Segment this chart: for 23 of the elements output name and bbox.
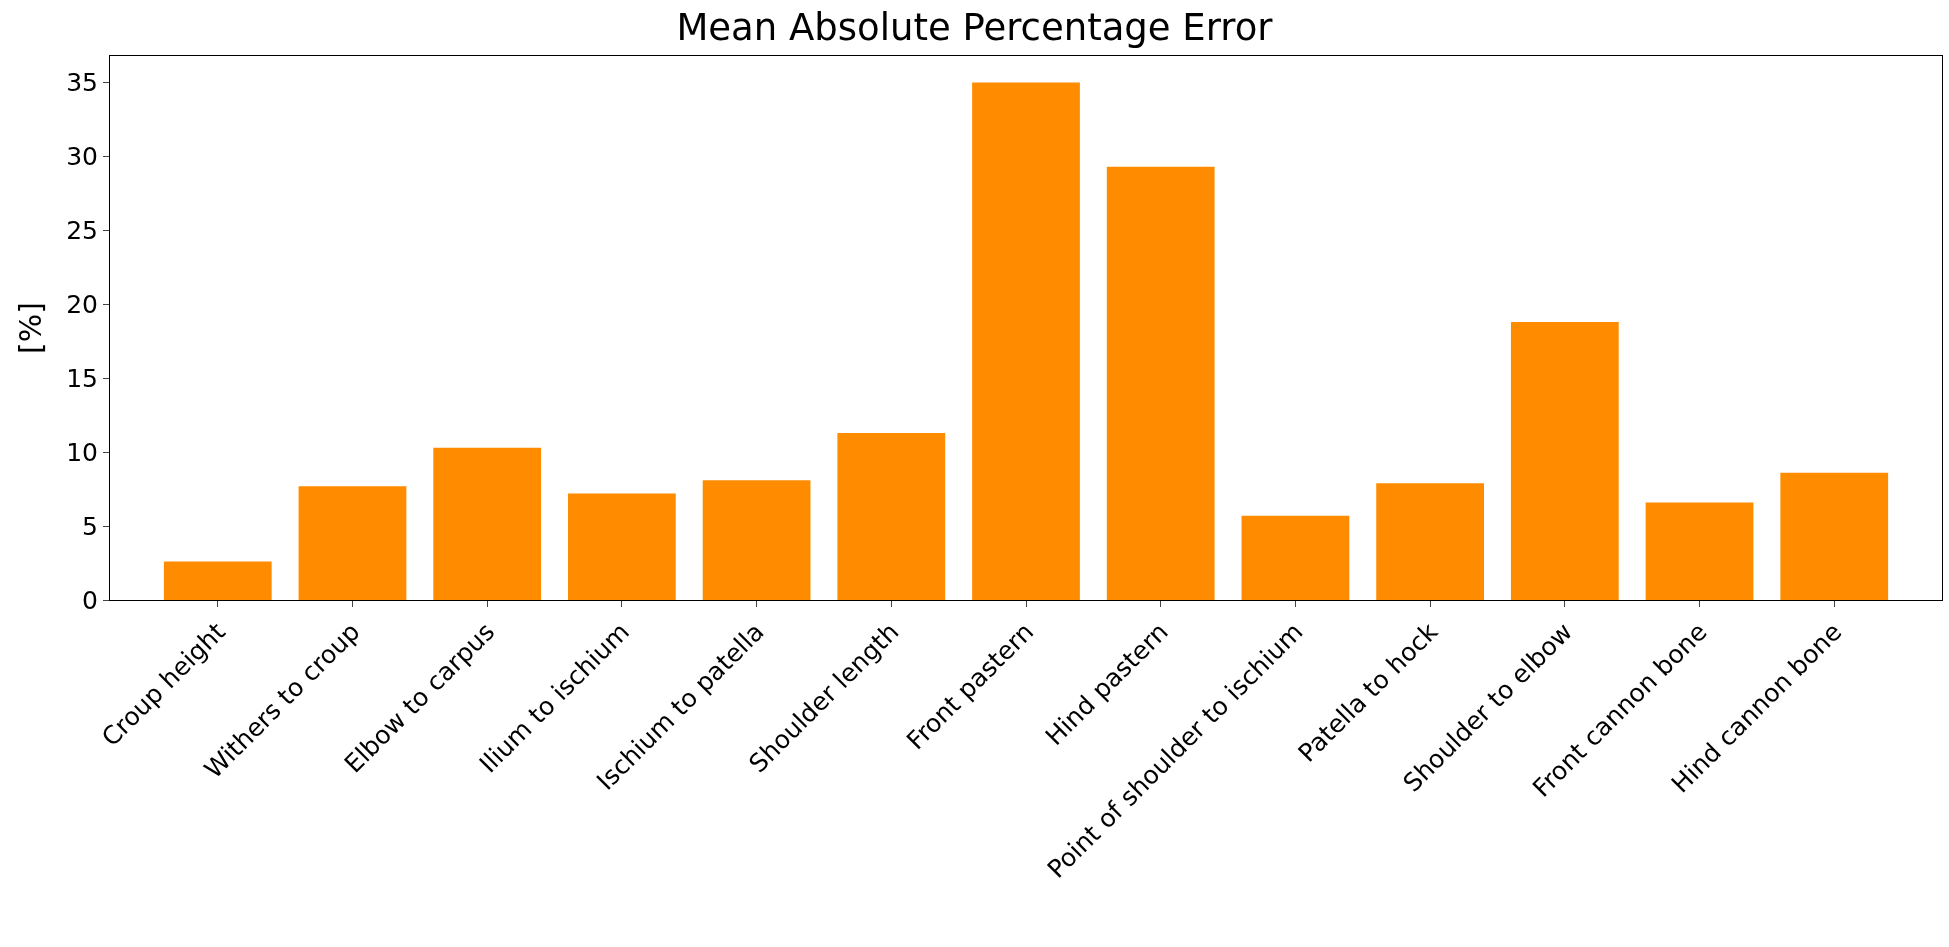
bar: [433, 447, 542, 600]
y-axis-title: [%]: [13, 302, 49, 354]
bar: [163, 561, 272, 600]
bar: [298, 486, 407, 600]
bar: [837, 432, 946, 600]
y-tick-label: 20: [66, 290, 98, 320]
bar: [972, 82, 1080, 600]
y-tick-label: 10: [66, 437, 98, 467]
bar: [1241, 515, 1350, 600]
bar: [702, 480, 811, 600]
y-tick-label: 0: [82, 585, 98, 615]
bar: [1510, 322, 1619, 600]
bar: [568, 493, 676, 600]
bar: [1106, 166, 1215, 600]
bar: [1780, 472, 1889, 600]
y-tick-label: 35: [66, 68, 98, 98]
chart-title: Mean Absolute Percentage Error: [676, 6, 1274, 50]
y-tick-label: 15: [66, 364, 98, 394]
bar: [1645, 502, 1754, 600]
y-tick-label: 25: [66, 216, 98, 246]
y-tick-label: 5: [82, 511, 98, 541]
y-tick-label: 30: [66, 142, 98, 172]
bar: [1376, 483, 1484, 600]
